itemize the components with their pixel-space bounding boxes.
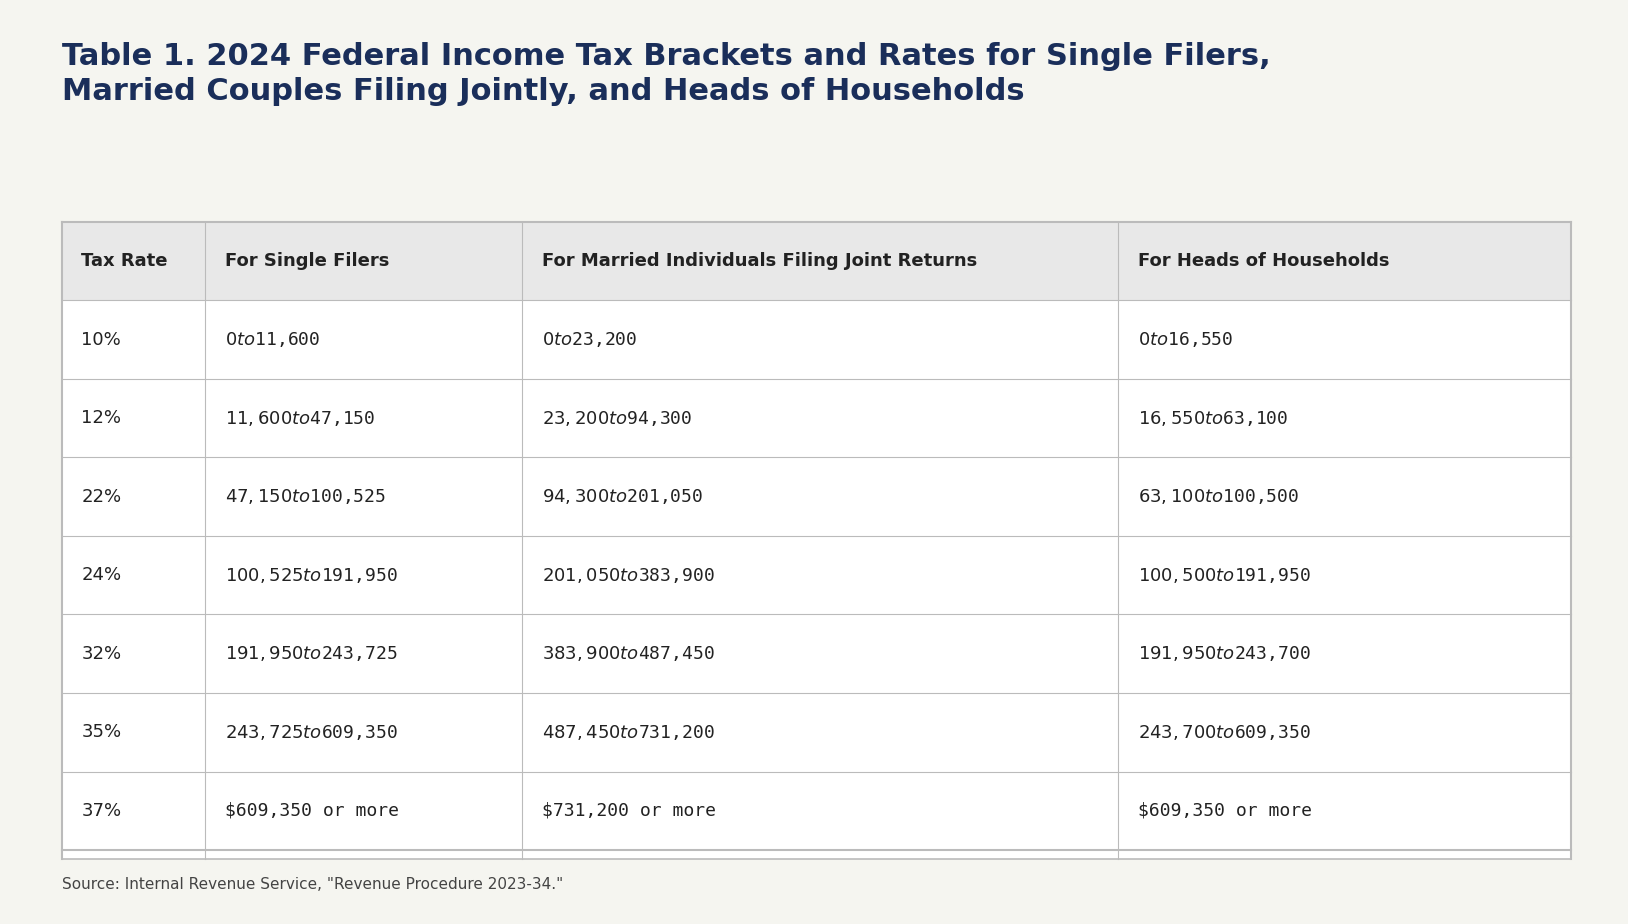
Text: $16,550 to $63,100: $16,550 to $63,100: [1138, 408, 1288, 428]
Text: $191,950 to $243,700: $191,950 to $243,700: [1138, 644, 1311, 663]
Text: $191,950 to $243,725: $191,950 to $243,725: [225, 644, 397, 663]
Text: $243,700 to $609,350: $243,700 to $609,350: [1138, 723, 1311, 742]
Text: Tax Rate: Tax Rate: [81, 252, 168, 270]
Text: $0 to $11,600: $0 to $11,600: [225, 330, 321, 349]
Text: $383,900 to $487,450: $383,900 to $487,450: [542, 644, 715, 663]
Text: $243,725 to $609,350: $243,725 to $609,350: [225, 723, 397, 742]
Text: 22%: 22%: [81, 488, 122, 505]
Text: $23,200 to $94,300: $23,200 to $94,300: [542, 408, 692, 428]
Text: $100,500 to $191,950: $100,500 to $191,950: [1138, 565, 1311, 585]
Text: $731,200 or more: $731,200 or more: [542, 802, 716, 820]
Text: $0 to $16,550: $0 to $16,550: [1138, 330, 1232, 349]
Text: 24%: 24%: [81, 566, 122, 584]
Bar: [62, 222, 1571, 300]
Text: $609,350 or more: $609,350 or more: [1138, 802, 1312, 820]
Text: $63,100 to $100,500: $63,100 to $100,500: [1138, 487, 1299, 506]
Text: $201,050 to $383,900: $201,050 to $383,900: [542, 565, 715, 585]
Text: $94,300 to $201,050: $94,300 to $201,050: [542, 487, 703, 506]
Text: Source: Internal Revenue Service, "Revenue Procedure 2023-34.": Source: Internal Revenue Service, "Reven…: [62, 877, 563, 892]
Text: For Single Filers: For Single Filers: [225, 252, 389, 270]
Text: Table 1. 2024 Federal Income Tax Brackets and Rates for Single Filers,
Married C: Table 1. 2024 Federal Income Tax Bracket…: [62, 42, 1270, 106]
Text: $47,150 to $100,525: $47,150 to $100,525: [225, 487, 386, 506]
Text: 10%: 10%: [81, 331, 120, 348]
Text: $11,600 to $47,150: $11,600 to $47,150: [225, 408, 374, 428]
Text: $609,350 or more: $609,350 or more: [225, 802, 399, 820]
Text: 12%: 12%: [81, 409, 122, 427]
Text: $0 to $23,200: $0 to $23,200: [542, 330, 637, 349]
Text: 35%: 35%: [81, 723, 122, 741]
Text: For Heads of Households: For Heads of Households: [1138, 252, 1389, 270]
Text: 32%: 32%: [81, 645, 122, 663]
Text: 37%: 37%: [81, 802, 122, 820]
Text: $100,525 to $191,950: $100,525 to $191,950: [225, 565, 397, 585]
Text: $487,450 to $731,200: $487,450 to $731,200: [542, 723, 715, 742]
Text: For Married Individuals Filing Joint Returns: For Married Individuals Filing Joint Ret…: [542, 252, 977, 270]
Bar: [62, 222, 1571, 859]
